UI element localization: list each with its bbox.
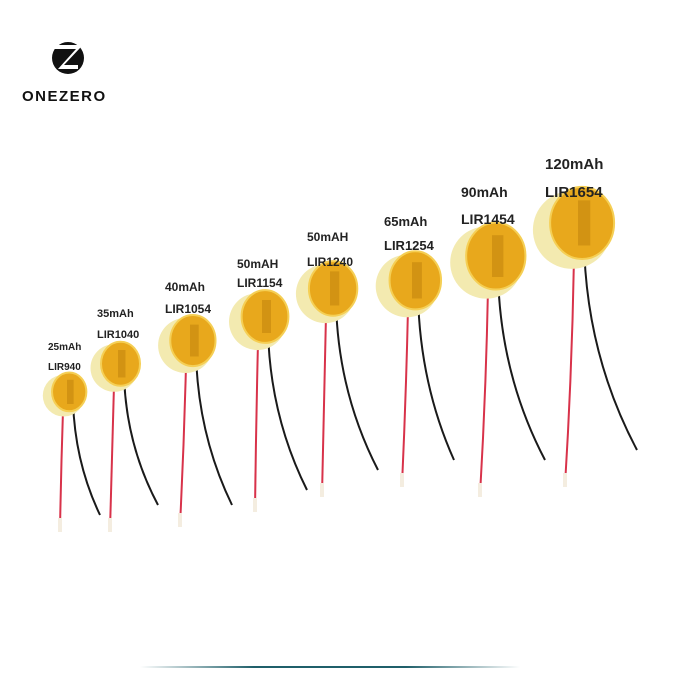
wire-tip — [253, 498, 257, 512]
capacity-label: 35mAh — [97, 308, 134, 320]
black-wire — [583, 241, 638, 451]
red-wire — [254, 341, 259, 511]
battery-lir1054: 40mAh LIR1054 — [158, 280, 233, 527]
cell-tab — [578, 200, 591, 246]
wire-tip — [108, 518, 112, 532]
cell-tab — [118, 350, 126, 378]
model-label: LIR940 — [48, 362, 81, 373]
black-wire — [335, 302, 379, 471]
battery-lir1040: 35mAh LIR1040 — [90, 308, 159, 532]
capacity-label: 50mAH — [307, 230, 348, 244]
model-label: LIR1240 — [307, 255, 353, 269]
red-wire — [109, 384, 115, 531]
capacity-label: 25mAh — [48, 342, 81, 353]
battery-lir1654: 120mAh LIR1654 — [532, 156, 638, 487]
battery-lir1454: 90mAh LIR1454 — [450, 184, 546, 497]
model-label: LIR1040 — [97, 329, 139, 341]
red-wire — [321, 314, 327, 496]
capacity-label: 120mAh — [545, 156, 603, 173]
model-label: LIR1254 — [384, 238, 435, 253]
capacity-label: 50mAH — [237, 257, 278, 271]
cell-tab — [262, 300, 271, 333]
cell-tab — [330, 271, 340, 306]
model-label: LIR1154 — [237, 276, 283, 290]
red-wire — [59, 410, 64, 531]
wire-tip — [58, 518, 62, 532]
capacity-label: 90mAh — [461, 184, 508, 200]
baseline-divider — [140, 666, 520, 668]
cell-tab — [190, 324, 199, 357]
black-wire — [123, 374, 159, 506]
black-wire — [195, 353, 233, 506]
model-label: LIR1454 — [461, 211, 515, 227]
battery-lir940: 25mAh LIR940 — [42, 342, 101, 532]
red-wire — [564, 257, 575, 486]
battery-lir1154: 50mAH LIR1154 — [229, 257, 308, 512]
black-wire — [497, 273, 546, 461]
black-wire — [417, 295, 455, 461]
wire-tip — [400, 473, 404, 487]
cell-tab — [67, 379, 74, 404]
wire-tip — [563, 473, 567, 487]
model-label: LIR1654 — [545, 184, 603, 201]
wire-tip — [478, 483, 482, 497]
red-wire — [179, 365, 187, 526]
black-wire — [72, 401, 101, 516]
capacity-label: 65mAh — [384, 214, 427, 229]
red-wire — [401, 308, 409, 486]
black-wire — [267, 329, 308, 491]
wire-tip — [178, 513, 182, 527]
cell-tab — [492, 235, 504, 277]
cell-tab — [412, 262, 422, 299]
battery-lir1254: 65mAh LIR1254 — [375, 214, 455, 487]
red-wire — [479, 288, 489, 496]
brand-name: ONEZERO — [22, 88, 107, 105]
wire-tip — [320, 483, 324, 497]
capacity-label: 40mAh — [165, 280, 205, 294]
battery-lir1240: 50mAH LIR1240 — [295, 230, 379, 497]
model-label: LIR1054 — [165, 302, 211, 316]
